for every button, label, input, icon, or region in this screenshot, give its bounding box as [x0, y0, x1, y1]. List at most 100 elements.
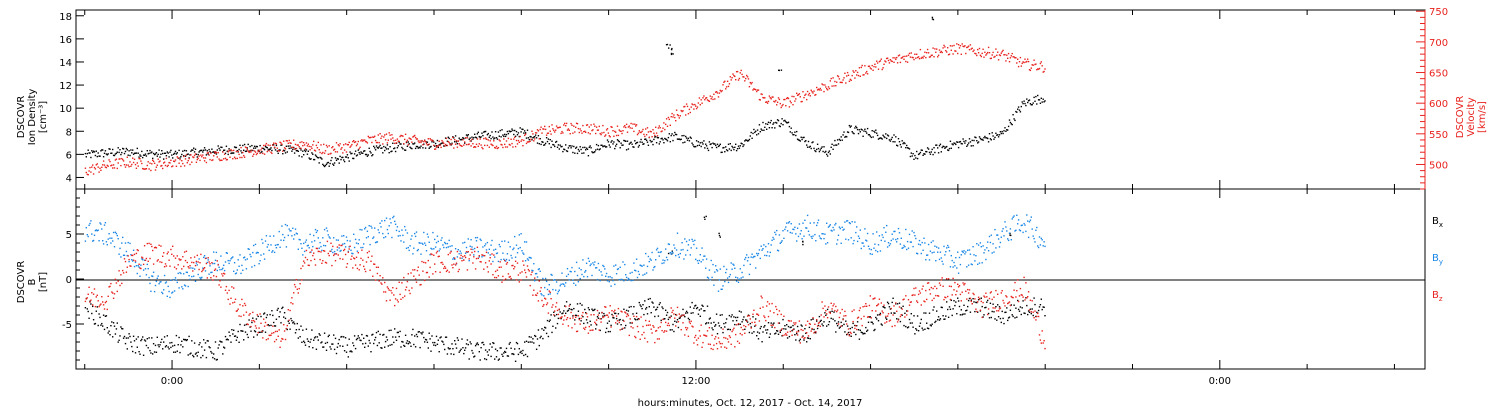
velocity-point — [762, 96, 764, 99]
density-point — [1044, 100, 1046, 102]
velocity-point — [206, 152, 208, 154]
velocity-point — [646, 127, 649, 129]
by-point — [594, 261, 596, 263]
density-point — [1028, 99, 1031, 101]
bx-point — [315, 348, 318, 350]
density-point — [671, 133, 673, 135]
bx-point — [732, 320, 734, 322]
bz-point — [614, 309, 616, 311]
bz-point — [149, 257, 151, 260]
velocity-point — [917, 56, 920, 58]
by-point — [918, 239, 921, 242]
density-point — [438, 144, 440, 146]
bz-point — [376, 272, 379, 275]
bz-point — [112, 297, 115, 299]
velocity-point — [592, 129, 594, 131]
density-point — [832, 148, 834, 150]
by-point — [640, 264, 642, 267]
bx-point — [97, 324, 99, 327]
by-point — [208, 273, 210, 275]
bz-point — [164, 263, 167, 265]
density-point — [173, 153, 175, 155]
velocity-point — [898, 54, 901, 56]
density-point — [670, 52, 673, 55]
bx-point — [475, 343, 478, 345]
by-point — [836, 243, 838, 245]
velocity-point — [530, 138, 532, 140]
bx-point — [929, 324, 932, 326]
bz-point — [359, 264, 361, 266]
velocity-point — [717, 96, 720, 98]
density-point — [167, 152, 169, 154]
bx-point — [774, 333, 776, 335]
bx-point — [703, 216, 706, 218]
velocity-point — [740, 69, 742, 72]
density-point — [884, 136, 886, 139]
by-point — [318, 247, 320, 249]
y-tick-label: 4 — [66, 173, 72, 184]
by-point — [122, 254, 125, 256]
velocity-point — [868, 65, 871, 67]
density-point — [181, 153, 183, 156]
density-point — [1017, 106, 1020, 108]
density-point — [726, 150, 729, 152]
velocity-point — [710, 98, 712, 100]
bz-point — [129, 265, 131, 267]
bx-point — [674, 320, 676, 322]
bx-point — [974, 310, 976, 313]
bz-point — [318, 250, 320, 253]
density-point — [409, 146, 411, 148]
by-point — [473, 254, 475, 256]
density-point — [1035, 95, 1037, 98]
density-point — [641, 141, 643, 143]
bx-point — [481, 342, 483, 344]
bz-point — [448, 271, 450, 273]
velocity-point — [634, 123, 636, 125]
bx-point — [871, 321, 873, 323]
bx-point — [517, 353, 520, 356]
by-point — [956, 267, 958, 269]
density-point — [828, 150, 831, 152]
bx-point — [351, 351, 353, 353]
velocity-point — [999, 54, 1002, 57]
density-point — [186, 153, 188, 156]
by-point — [372, 237, 374, 239]
velocity-point — [654, 134, 656, 137]
velocity-point — [856, 71, 859, 74]
by-point — [136, 272, 138, 275]
density-point — [98, 155, 100, 157]
bx-point — [308, 346, 310, 348]
bx-point — [234, 335, 237, 337]
by-point — [975, 255, 977, 257]
velocity-point — [204, 157, 207, 159]
velocity-point — [304, 148, 307, 150]
bx-point — [685, 310, 688, 313]
velocity-point — [766, 102, 769, 104]
bz-point — [612, 315, 614, 317]
velocity-point — [811, 91, 813, 93]
bz-point — [374, 279, 377, 281]
bx-point — [310, 338, 312, 341]
velocity-point — [254, 151, 257, 153]
bx-point — [938, 319, 941, 321]
velocity-point — [511, 142, 513, 145]
bx-point — [519, 351, 521, 354]
by-point — [102, 243, 105, 245]
bx-point — [509, 341, 511, 344]
density-point — [193, 147, 195, 149]
bz-point — [287, 309, 289, 311]
velocity-point — [490, 143, 492, 145]
velocity-point — [629, 127, 631, 129]
bx-point — [769, 333, 771, 335]
density-point — [175, 153, 178, 155]
by-point — [986, 247, 988, 249]
density-point — [842, 134, 844, 136]
bx-point — [452, 348, 454, 350]
bx-point — [290, 317, 292, 320]
by-point — [314, 228, 317, 231]
density-point — [1010, 123, 1012, 125]
density-point — [705, 143, 707, 145]
density-point — [995, 132, 997, 134]
density-point — [677, 138, 680, 140]
density-point — [450, 144, 452, 146]
